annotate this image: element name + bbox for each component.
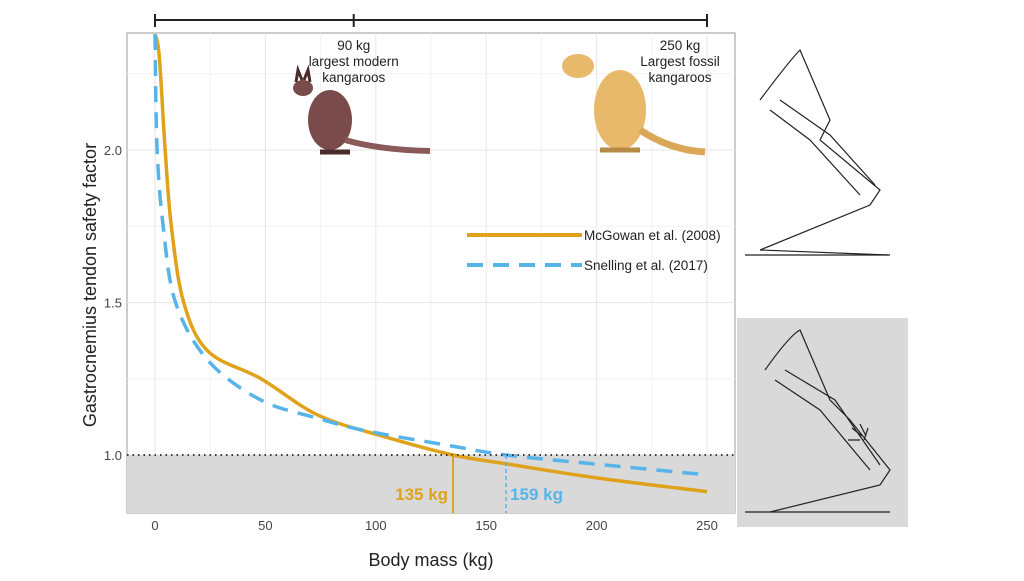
legend: McGowan et al. (2008) Snelling et al. (20… (467, 228, 721, 273)
x-tick-label: 200 (586, 518, 608, 533)
tick-labels: 0 50 100 150 200 250 1.0 1.5 2.0 (104, 143, 718, 533)
series-line-snelling (153, 34, 708, 477)
kangaroo-label-line: 250 kg (660, 38, 701, 53)
x-axis-label: Body mass (kg) (368, 550, 493, 570)
kangaroo-label-line: kangaroos (322, 70, 385, 85)
x-tick-label: 100 (365, 518, 387, 533)
intact-leg-illustration (745, 48, 890, 256)
kangaroo-label-line: Largest fossil (640, 54, 720, 69)
annotation-159-kg: 159 kg (510, 485, 563, 504)
kangaroo-label-line: largest modern (309, 54, 399, 69)
legend-label: McGowan et al. (2008) (584, 228, 721, 243)
y-axis-label: Gastrocnemius tendon safety factor (80, 143, 100, 427)
x-tick-label: 0 (151, 518, 158, 533)
y-tick-label: 1.5 (104, 296, 122, 311)
legend-label: Snelling et al. (2017) (584, 258, 708, 273)
y-tick-label: 1.0 (104, 448, 122, 463)
failing-leg-illustration (745, 329, 891, 513)
series-lines (127, 33, 735, 494)
x-tick-label: 150 (475, 518, 497, 533)
x-tick-label: 250 (696, 518, 718, 533)
annotation-135-kg: 135 kg (395, 485, 448, 504)
y-tick-label: 2.0 (104, 143, 122, 158)
kangaroo-label-line: 90 kg (337, 38, 370, 53)
kangaroo-label-line: kangaroos (648, 70, 711, 85)
modern-kangaroo-illustration (293, 64, 431, 155)
failure-highlight-box (737, 318, 908, 527)
x-tick-label: 50 (258, 518, 272, 533)
series-line-mcgowan (153, 33, 708, 494)
fossil-kangaroo-illustration (562, 54, 706, 156)
